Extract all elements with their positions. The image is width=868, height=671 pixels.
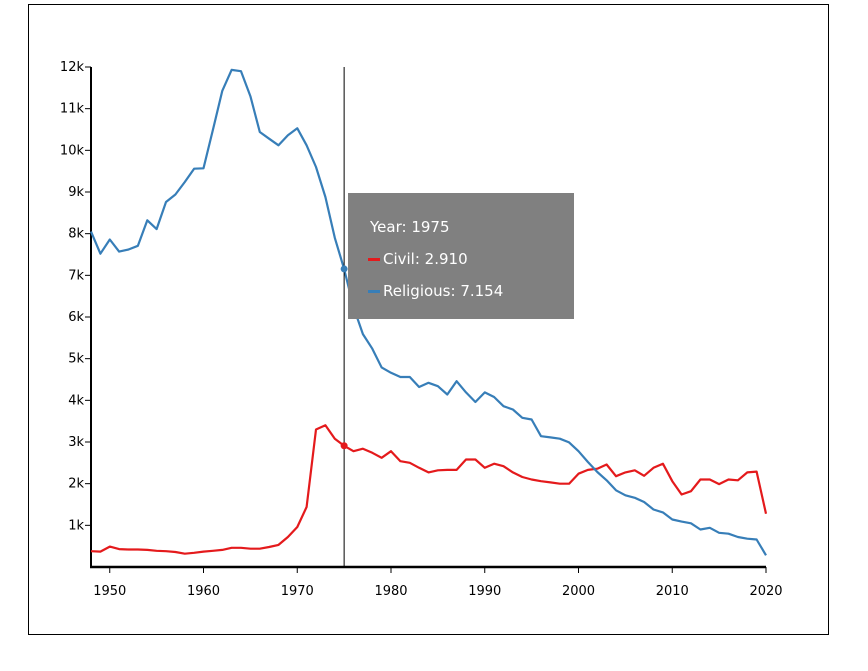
y-tick-label: 6k (68, 310, 84, 325)
y-tick: 9k (68, 185, 91, 200)
x-tick: 1950 (93, 567, 126, 599)
x-tick: 1990 (468, 567, 501, 599)
y-tick-label: 10k (60, 143, 85, 158)
hover-dots (340, 265, 348, 450)
y-axis: 1k 2k 3k 4k 5k 6k 7k 8k 9k 10k 11k 12k (60, 60, 92, 568)
religious-swatch (368, 289, 380, 293)
x-tick-label: 2010 (656, 584, 689, 599)
y-tick: 11k (60, 102, 91, 117)
x-axis: 1950 1960 1970 1980 1990 2000 2010 2020 (90, 565, 783, 599)
tooltip-civil-label: Civil: 2.910 (383, 250, 468, 268)
x-tick-label: 2000 (562, 584, 595, 599)
y-tick-label: 4k (68, 393, 84, 408)
x-tick-label: 1990 (468, 584, 501, 599)
tooltip-year: Year: 1975 (370, 218, 450, 236)
x-tick-label: 1980 (374, 584, 407, 599)
x-tick-label: 2020 (749, 584, 782, 599)
tooltip-civil: Civil: 2.910 (348, 243, 574, 275)
y-tick-label: 3k (68, 435, 84, 450)
tooltip-religious: Religious: 7.154 (348, 275, 574, 307)
y-tick-label: 5k (68, 352, 84, 367)
series-line-religious[interactable] (89, 68, 767, 556)
x-tick-label: 1960 (187, 584, 220, 599)
hover-dot-religious (340, 265, 348, 273)
civil-swatch (368, 257, 380, 261)
y-tick-label: 1k (68, 518, 84, 533)
tooltip: Year: 1975 Civil: 2.910 Religious: 7.154 (348, 193, 574, 319)
y-tick: 10k (60, 143, 91, 158)
chart-frame (28, 4, 829, 635)
y-tick: 3k (68, 435, 91, 450)
y-tick-label: 11k (60, 102, 85, 117)
x-tick: 1980 (374, 567, 408, 599)
x-tick: 1960 (187, 567, 220, 599)
y-tick-label: 8k (68, 227, 84, 242)
y-tick-label: 12k (60, 60, 85, 75)
x-tick: 2020 (749, 567, 783, 599)
y-tick-label: 7k (68, 268, 84, 283)
series-line-civil[interactable] (90, 424, 768, 555)
y-tick-label: 2k (68, 477, 84, 492)
y-tick: 1k (68, 518, 91, 533)
x-tick-label: 1970 (281, 584, 314, 599)
y-tick: 8k (68, 227, 91, 242)
x-tick: 1970 (281, 567, 314, 599)
y-tick: 12k (60, 60, 91, 75)
y-tick: 6k (68, 310, 91, 325)
y-tick-label: 9k (68, 185, 84, 200)
y-tick: 7k (68, 268, 91, 283)
y-tick: 4k (68, 393, 91, 408)
y-tick: 5k (68, 352, 91, 367)
x-tick: 2000 (562, 567, 595, 599)
series-lines (89, 68, 768, 556)
x-tick-label: 1950 (93, 584, 126, 599)
x-tick: 2010 (656, 567, 689, 599)
hover-dot-civil (340, 442, 348, 450)
tooltip-religious-label: Religious: 7.154 (383, 282, 504, 300)
y-tick: 2k (68, 477, 91, 492)
